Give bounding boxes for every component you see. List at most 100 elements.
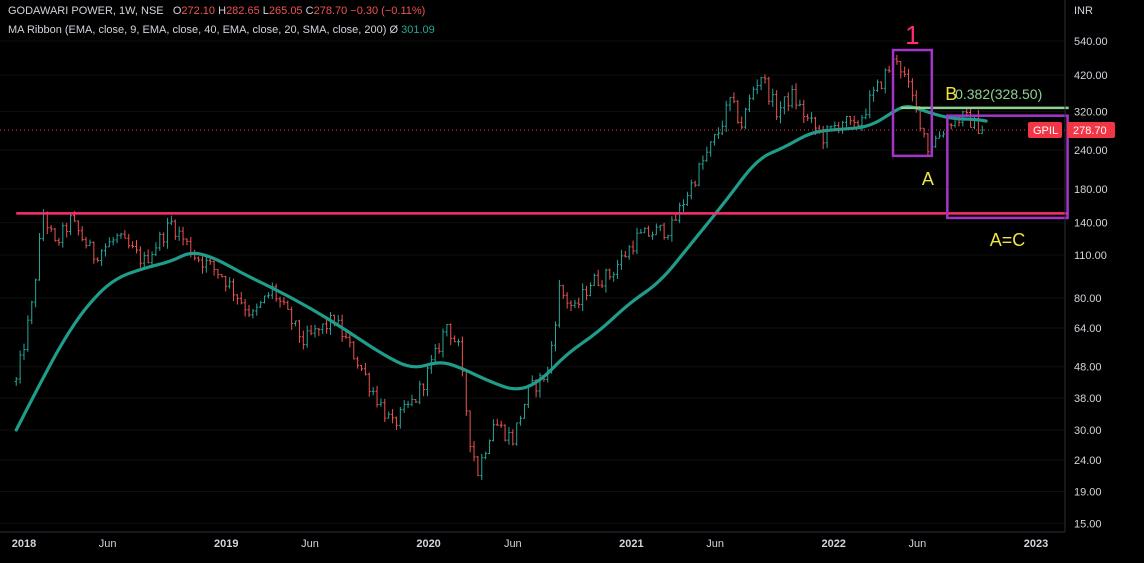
- ohlc-bar: [716, 127, 720, 139]
- ohlc-bar: [263, 295, 267, 304]
- ohlc-bar: [472, 440, 476, 462]
- ohlc-bar: [895, 54, 899, 65]
- y-tick-label: 38.00: [1074, 393, 1102, 405]
- ohlc-bar: [325, 318, 329, 334]
- y-tick-label: 15.00: [1074, 518, 1102, 530]
- chart-grid: [0, 40, 1065, 524]
- ohlc-bar: [538, 373, 542, 398]
- ohlc-bar: [775, 90, 779, 120]
- ohlc-bar: [592, 273, 596, 287]
- ohlc-bar: [270, 282, 274, 300]
- time-axis: 2018 Jun 2019 Jun 2020 Jun 2021 Jun 2022 Jun 2023: [12, 538, 1048, 550]
- ohlc-bar: [49, 224, 53, 232]
- open-label: O: [172, 5, 182, 17]
- ohlc-bar: [14, 377, 18, 386]
- indicator-legend[interactable]: MA Ribbon (EMA, close, 9, EMA, close, 40…: [8, 24, 435, 36]
- symbol-legend[interactable]: GODAWARI POWER, 1W, NSE O272.10 H282.65 …: [8, 5, 425, 17]
- ohlc-bar: [503, 424, 507, 442]
- ohlc-bar: [224, 275, 228, 292]
- ohlc-bar: [926, 133, 930, 158]
- ohlc-bar: [701, 155, 705, 170]
- ohlc-bar: [375, 385, 379, 408]
- ohlc-bar: [356, 356, 360, 369]
- ohlc-bar: [313, 324, 317, 338]
- ohlc-bar: [705, 146, 709, 162]
- ohlc-bar: [297, 319, 301, 343]
- ohlc-bar: [34, 278, 38, 308]
- ohlc-bar: [251, 308, 255, 319]
- ohlc-bar: [806, 113, 810, 121]
- ohlc-bar: [495, 418, 499, 426]
- ohlc-bar: [786, 92, 790, 112]
- ohlc-bar: [216, 269, 220, 279]
- ohlc-bar: [519, 415, 523, 426]
- ohlc-bar: [565, 292, 569, 309]
- ohlc-bar: [491, 419, 495, 442]
- ohlc-bar: [111, 236, 115, 246]
- ohlc-bar: [771, 88, 775, 107]
- x-tick-label: Jun: [504, 538, 522, 550]
- ohlc-bar: [751, 86, 755, 101]
- ohlc-bar: [810, 112, 814, 124]
- ohlc-bar: [825, 125, 829, 149]
- ohlc-bar: [131, 241, 135, 249]
- ohlc-bar: [666, 234, 670, 240]
- ohlc-bar: [972, 115, 976, 130]
- ohlc-bar: [569, 300, 573, 312]
- ohlc-bar: [282, 297, 286, 306]
- x-tick-label: 2018: [12, 538, 36, 550]
- ac-label: A=C: [990, 230, 1026, 250]
- ohlc-bar: [899, 61, 903, 79]
- ohlc-bar: [883, 68, 887, 94]
- ohlc-bar: [22, 343, 26, 360]
- ohlc-bar: [96, 257, 100, 263]
- ohlc-bar: [522, 403, 526, 419]
- ohlc-bar: [728, 96, 732, 112]
- ohlc-bar: [247, 304, 251, 317]
- ohlc-bar: [767, 76, 771, 105]
- ohlc-bar: [887, 65, 891, 73]
- ohlc-bar: [747, 94, 751, 113]
- ohlc-bar: [363, 362, 367, 376]
- ohlc-bar: [573, 299, 577, 309]
- ohlc-bar: [290, 306, 294, 330]
- ohlc-bar: [561, 284, 565, 299]
- ohlc-bar: [181, 226, 185, 246]
- ohlc-bar: [844, 116, 848, 128]
- ohlc-bar: [759, 76, 763, 91]
- ohlc-bar: [367, 372, 371, 397]
- ohlc-bar: [406, 400, 410, 408]
- ohlc-bar: [185, 238, 189, 246]
- ohlc-bar: [84, 236, 88, 249]
- ohlc-bar: [763, 74, 767, 84]
- ohlc-bar: [445, 323, 449, 337]
- low-value: 265.05: [268, 5, 303, 17]
- close-label: C: [305, 5, 314, 17]
- ohlc-bar: [38, 233, 42, 281]
- ohlc-bar: [488, 439, 492, 455]
- ohlc-bar: [674, 214, 678, 221]
- ohlc-bars: [14, 54, 984, 481]
- ohlc-bar: [328, 311, 332, 335]
- ohlc-bar: [879, 81, 883, 90]
- ohlc-bar: [875, 79, 879, 92]
- ohlc-bar: [938, 131, 942, 139]
- ohlc-bar: [740, 116, 744, 130]
- ohlc-bar: [410, 394, 414, 407]
- ohlc-bar: [231, 278, 235, 302]
- y-tick-label: 30.00: [1074, 425, 1102, 437]
- ohlc-bar: [654, 223, 658, 236]
- ohlc-bar: [631, 240, 635, 255]
- ohlc-bar: [127, 233, 131, 249]
- wave1-box: [891, 48, 934, 158]
- ohlc-bar: [220, 273, 224, 278]
- ohlc-bar: [608, 268, 612, 280]
- indicator-title: MA Ribbon (EMA, close, 9, EMA, close, 40…: [8, 24, 387, 36]
- ohlc-bar: [507, 427, 511, 445]
- ohlc-bar: [286, 300, 290, 310]
- ohlc-bar: [135, 239, 139, 254]
- ohlc-bar: [662, 222, 666, 240]
- price-tag-symbol-bg: [1028, 122, 1062, 139]
- ohlc-bar: [18, 350, 22, 384]
